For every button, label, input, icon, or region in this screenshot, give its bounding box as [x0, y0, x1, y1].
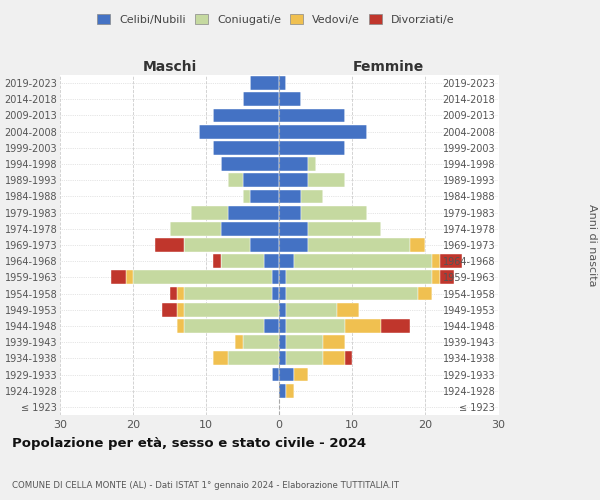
- Bar: [286, 336, 323, 349]
- Bar: [214, 352, 228, 365]
- Bar: [440, 254, 461, 268]
- Bar: [177, 286, 184, 300]
- Text: COMUNE DI CELLA MONTE (AL) - Dati ISTAT 1° gennaio 2024 - Elaborazione TUTTITALI: COMUNE DI CELLA MONTE (AL) - Dati ISTAT …: [12, 481, 399, 490]
- Bar: [286, 384, 293, 398]
- Bar: [301, 206, 367, 220]
- Bar: [308, 222, 381, 235]
- Bar: [286, 319, 344, 333]
- Bar: [250, 238, 279, 252]
- Bar: [279, 92, 301, 106]
- Text: Anni di nascita: Anni di nascita: [587, 204, 597, 286]
- Bar: [286, 270, 432, 284]
- Bar: [279, 270, 286, 284]
- Bar: [272, 368, 279, 382]
- Bar: [155, 238, 184, 252]
- Bar: [250, 76, 279, 90]
- Bar: [199, 125, 279, 138]
- Bar: [286, 303, 337, 316]
- Legend: Celibi/Nubili, Coniugati/e, Vedovi/e, Divorziati/e: Celibi/Nubili, Coniugati/e, Vedovi/e, Di…: [94, 10, 458, 28]
- Bar: [279, 336, 286, 349]
- Bar: [279, 384, 286, 398]
- Bar: [228, 206, 279, 220]
- Text: Popolazione per età, sesso e stato civile - 2024: Popolazione per età, sesso e stato civil…: [12, 437, 366, 450]
- Bar: [293, 368, 308, 382]
- Bar: [279, 319, 286, 333]
- Bar: [170, 286, 177, 300]
- Bar: [272, 286, 279, 300]
- Bar: [242, 190, 250, 203]
- Bar: [214, 108, 279, 122]
- Text: Maschi: Maschi: [142, 60, 197, 74]
- Bar: [214, 254, 221, 268]
- Bar: [279, 108, 344, 122]
- Bar: [242, 336, 279, 349]
- Bar: [381, 319, 410, 333]
- Bar: [337, 303, 359, 316]
- Bar: [191, 206, 228, 220]
- Bar: [184, 286, 272, 300]
- Bar: [184, 303, 279, 316]
- Bar: [279, 286, 286, 300]
- Bar: [111, 270, 126, 284]
- Bar: [177, 303, 184, 316]
- Bar: [279, 125, 367, 138]
- Bar: [170, 222, 221, 235]
- Bar: [184, 319, 265, 333]
- Bar: [279, 222, 308, 235]
- Bar: [126, 270, 133, 284]
- Bar: [279, 254, 293, 268]
- Bar: [279, 303, 286, 316]
- Bar: [279, 157, 308, 171]
- Bar: [432, 270, 440, 284]
- Bar: [265, 254, 279, 268]
- Bar: [279, 206, 301, 220]
- Bar: [228, 352, 279, 365]
- Bar: [293, 254, 432, 268]
- Bar: [344, 352, 352, 365]
- Bar: [279, 238, 308, 252]
- Bar: [177, 319, 184, 333]
- Bar: [279, 76, 286, 90]
- Bar: [323, 352, 344, 365]
- Bar: [279, 174, 308, 187]
- Bar: [286, 286, 418, 300]
- Bar: [162, 303, 177, 316]
- Bar: [432, 254, 440, 268]
- Bar: [228, 174, 242, 187]
- Text: Femmine: Femmine: [353, 60, 424, 74]
- Bar: [418, 286, 432, 300]
- Bar: [440, 270, 454, 284]
- Bar: [272, 270, 279, 284]
- Bar: [214, 141, 279, 154]
- Bar: [235, 336, 242, 349]
- Bar: [308, 238, 410, 252]
- Bar: [308, 157, 316, 171]
- Bar: [221, 222, 279, 235]
- Bar: [250, 190, 279, 203]
- Bar: [184, 238, 250, 252]
- Bar: [242, 174, 279, 187]
- Bar: [410, 238, 425, 252]
- Bar: [279, 368, 293, 382]
- Bar: [323, 336, 344, 349]
- Bar: [265, 319, 279, 333]
- Bar: [279, 141, 344, 154]
- Bar: [279, 190, 301, 203]
- Bar: [242, 92, 279, 106]
- Bar: [286, 352, 323, 365]
- Bar: [133, 270, 272, 284]
- Bar: [344, 319, 381, 333]
- Bar: [221, 157, 279, 171]
- Bar: [301, 190, 323, 203]
- Bar: [308, 174, 344, 187]
- Bar: [221, 254, 265, 268]
- Bar: [279, 352, 286, 365]
